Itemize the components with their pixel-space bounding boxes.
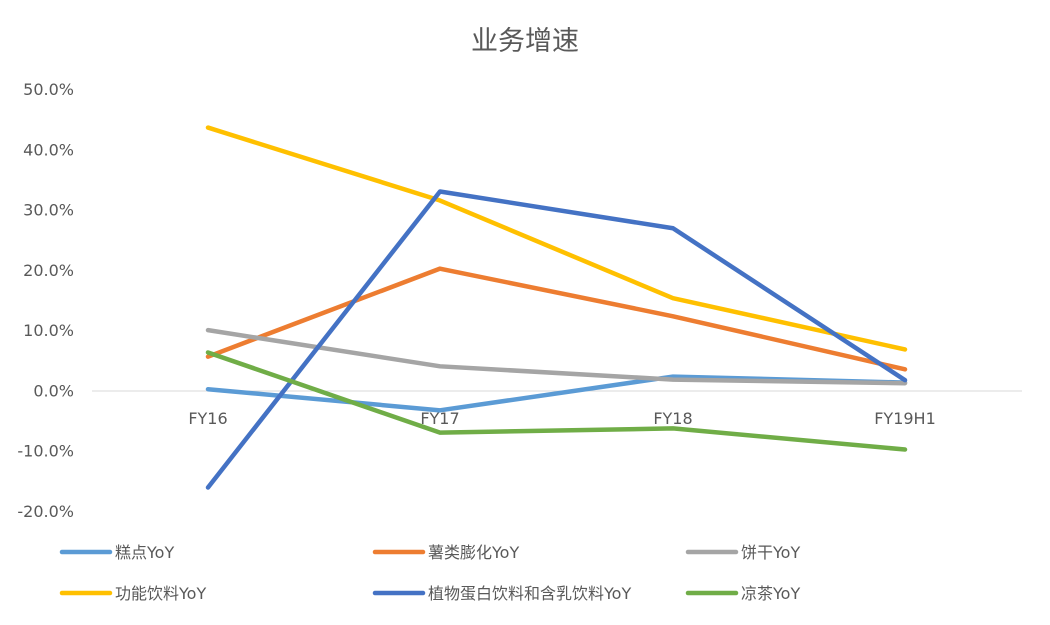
legend-label: 植物蛋白饮料和含乳饮料YoY [428, 584, 631, 603]
x-tick-label: FY16 [188, 409, 227, 428]
x-tick-label: FY19H1 [874, 409, 936, 428]
y-tick-label: 10.0% [23, 321, 74, 340]
series-line-4 [205, 189, 908, 490]
legend: 糕点YoY 薯类膨化YoY 饼干YoY 功能饮料YoY 植物蛋白饮料和含乳饮料YoY 凉茶… [59, 543, 800, 603]
y-tick-label: -10.0% [17, 442, 74, 461]
series-line-1 [205, 266, 908, 372]
y-axis: -20.0% -10.0% 0.0% 10.0% 20.0% 30.0% 40.0% 50.0… [17, 80, 74, 521]
x-tick-label: FY17 [420, 409, 459, 428]
y-tick-label: 40.0% [23, 140, 74, 159]
y-tick-label: 0.0% [33, 381, 74, 400]
series-line-3 [205, 125, 908, 352]
y-tick-label: 20.0% [23, 261, 74, 280]
x-tick-label: FY18 [653, 409, 692, 428]
x-axis: FY16 FY17 FY18 FY19H1 [188, 409, 935, 428]
chart-title: 业务增速 [471, 26, 579, 57]
y-tick-label: 50.0% [23, 80, 74, 99]
series-line-5 [205, 350, 908, 452]
y-tick-label: -20.0% [17, 502, 74, 521]
legend-label: 薯类膨化YoY [428, 543, 519, 562]
legend-label: 饼干YoY [741, 543, 800, 562]
y-tick-label: 30.0% [23, 201, 74, 220]
series-lines [205, 125, 908, 490]
legend-label: 凉茶YoY [741, 584, 800, 603]
legend-label: 糕点YoY [115, 543, 174, 562]
series-line-2 [205, 327, 908, 386]
legend-label: 功能饮料YoY [115, 584, 206, 603]
